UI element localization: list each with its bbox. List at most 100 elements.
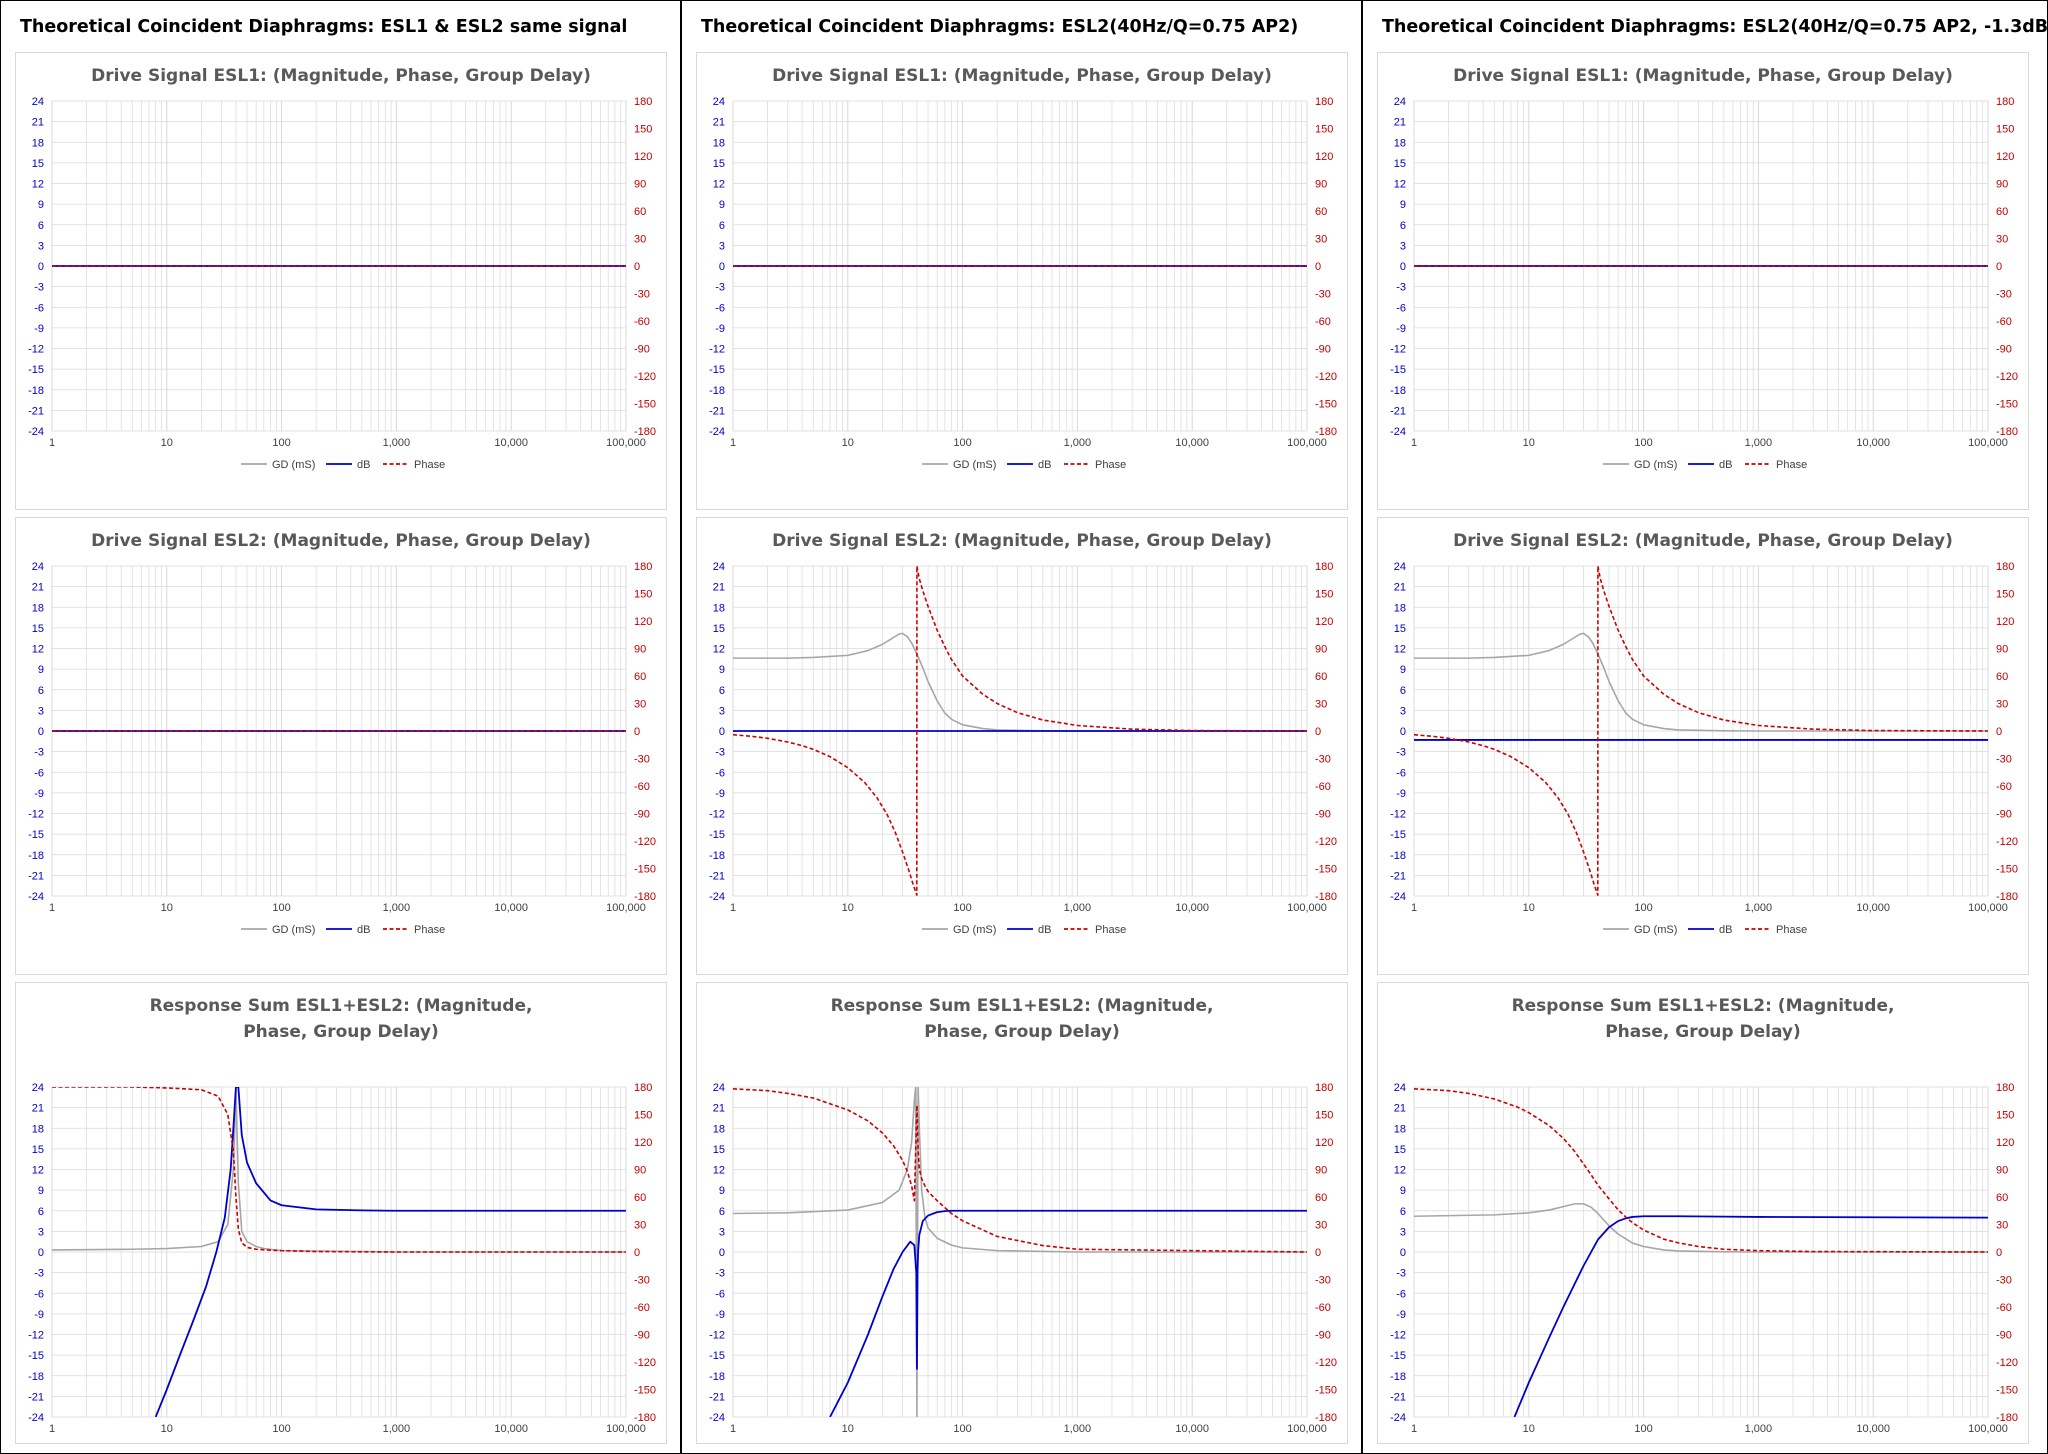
y-right-tick-label: 90 bbox=[1996, 1165, 2008, 1177]
y-left-tick-label: 12 bbox=[713, 179, 725, 191]
series-group bbox=[733, 566, 1307, 896]
y-left-tick-label: -6 bbox=[1396, 767, 1406, 779]
y-left-tick-label: -21 bbox=[709, 870, 725, 882]
y-right-tick-label: 60 bbox=[1996, 1192, 2008, 1204]
y-left-tick-label: 24 bbox=[32, 96, 44, 108]
y-left-tick-label: 0 bbox=[1400, 261, 1406, 273]
gd-series-line bbox=[733, 1087, 1307, 1417]
y-left-tick-label: 3 bbox=[719, 240, 725, 252]
y-left-tick-label: -3 bbox=[34, 282, 44, 294]
y-right-tick-label: -90 bbox=[1315, 344, 1331, 356]
x-tick-label: 100 bbox=[272, 1423, 290, 1435]
y-left-tick-label: -18 bbox=[709, 1371, 725, 1383]
legend: GD (mS) dB Phase bbox=[241, 924, 445, 936]
y-right-tick-label: 150 bbox=[1315, 1110, 1333, 1122]
y-left-tick-label: 6 bbox=[38, 1206, 44, 1218]
legend-label: GD (mS) bbox=[953, 459, 996, 471]
phase-series-line bbox=[52, 1087, 626, 1253]
legend-label: Phase bbox=[414, 924, 445, 936]
y-right-tick-label: -180 bbox=[634, 1412, 656, 1424]
y-left-tick-label: 0 bbox=[719, 261, 725, 273]
y-right-tick-label: 180 bbox=[1315, 1082, 1333, 1094]
x-tick-label: 100 bbox=[953, 1423, 971, 1435]
x-tick-label: 1 bbox=[1411, 1423, 1417, 1435]
y-left-tick-label: 12 bbox=[32, 1165, 44, 1177]
chart-svg: 24211815129630-3-6-9-12-15-18-21-2418015… bbox=[1390, 561, 2018, 936]
y-left-tick-label: -24 bbox=[709, 426, 725, 438]
x-tick-label: 100,000 bbox=[1968, 1423, 2008, 1435]
y-right-tick-label: -30 bbox=[1315, 754, 1331, 766]
y-left-tick-label: 18 bbox=[713, 137, 725, 149]
y-right-tick-label: 120 bbox=[634, 1137, 652, 1149]
y-right-tick-label: 180 bbox=[1315, 561, 1333, 573]
y-left-tick-label: 0 bbox=[38, 726, 44, 738]
legend: GD (mS) dB Phase bbox=[1603, 924, 1807, 936]
y-left-tick-label: 24 bbox=[1394, 561, 1406, 573]
column-title: Theoretical Coincident Diaphragms: ESL2(… bbox=[1382, 17, 2048, 37]
y-left-tick-label: -24 bbox=[28, 891, 44, 903]
y-right-tick-label: -60 bbox=[1996, 316, 2012, 328]
x-tick-label: 1 bbox=[730, 902, 736, 914]
chart-title: Drive Signal ESL2: (Magnitude, Phase, Gr… bbox=[1453, 531, 1953, 551]
y-left-tick-label: -21 bbox=[28, 405, 44, 417]
y-right-tick-label: -90 bbox=[1996, 344, 2012, 356]
y-left-tick-label: 21 bbox=[32, 1103, 44, 1115]
y-right-tick-label: -120 bbox=[634, 836, 656, 848]
chart-panel: Response Sum ESL1+ESL2: (Magnitude, Phas… bbox=[696, 982, 1348, 1444]
series-group bbox=[52, 1087, 626, 1417]
y-left-tick-label: -6 bbox=[34, 767, 44, 779]
y-left-tick-label: 24 bbox=[32, 561, 44, 573]
y-right-tick-label: -150 bbox=[634, 399, 656, 411]
gd-series-line bbox=[52, 1087, 626, 1253]
y-left-tick-label: 0 bbox=[38, 1247, 44, 1259]
legend-label: GD (mS) bbox=[953, 924, 996, 936]
y-right-tick-label: 60 bbox=[634, 206, 646, 218]
y-right-tick-label: 0 bbox=[634, 261, 640, 273]
series-group bbox=[1414, 1088, 1988, 1417]
y-left-tick-label: -18 bbox=[1390, 1371, 1406, 1383]
y-left-tick-label: -9 bbox=[1396, 1309, 1406, 1321]
y-right-tick-label: -90 bbox=[1996, 809, 2012, 821]
chart-panel: Response Sum ESL1+ESL2: (Magnitude, Phas… bbox=[15, 982, 667, 1444]
y-left-tick-label: -18 bbox=[709, 850, 725, 862]
y-right-tick-label: 150 bbox=[1996, 589, 2014, 601]
y-right-tick-label: -30 bbox=[1315, 289, 1331, 301]
x-tick-label: 100,000 bbox=[1968, 437, 2008, 449]
y-right-tick-label: -30 bbox=[1996, 1275, 2012, 1287]
legend: GD (mS) dB Phase bbox=[241, 459, 445, 471]
y-left-tick-label: -24 bbox=[1390, 1412, 1406, 1424]
y-left-tick-label: -12 bbox=[709, 809, 725, 821]
y-right-tick-label: 30 bbox=[634, 1220, 646, 1232]
y-left-tick-label: 3 bbox=[719, 1226, 725, 1238]
x-tick-label: 10 bbox=[1523, 902, 1535, 914]
y-left-tick-label: -15 bbox=[709, 364, 725, 376]
y-left-tick-label: -9 bbox=[34, 1309, 44, 1321]
y-right-tick-label: 150 bbox=[1315, 589, 1333, 601]
y-right-tick-label: 150 bbox=[634, 589, 652, 601]
y-left-tick-label: 9 bbox=[719, 1185, 725, 1197]
y-left-tick-label: -12 bbox=[28, 1330, 44, 1342]
y-right-tick-label: 0 bbox=[634, 726, 640, 738]
x-tick-label: 1,000 bbox=[1745, 1423, 1773, 1435]
y-right-tick-label: -120 bbox=[634, 1357, 656, 1369]
legend-label: Phase bbox=[414, 459, 445, 471]
y-right-tick-label: 30 bbox=[634, 234, 646, 246]
y-right-tick-label: -60 bbox=[1315, 316, 1331, 328]
chart-title: Drive Signal ESL1: (Magnitude, Phase, Gr… bbox=[91, 66, 591, 86]
column-title: Theoretical Coincident Diaphragms: ESL1 … bbox=[20, 17, 628, 37]
y-left-tick-label: -21 bbox=[1390, 1391, 1406, 1403]
y-left-tick-label: 9 bbox=[1400, 199, 1406, 211]
y-right-tick-label: 90 bbox=[1315, 644, 1327, 656]
y-left-tick-label: 3 bbox=[719, 705, 725, 717]
x-tick-label: 10 bbox=[161, 437, 173, 449]
y-right-tick-label: 150 bbox=[1996, 124, 2014, 136]
y-left-tick-label: 21 bbox=[713, 1103, 725, 1115]
y-left-tick-label: -12 bbox=[28, 809, 44, 821]
y-right-tick-label: 120 bbox=[1996, 1137, 2014, 1149]
column-title: Theoretical Coincident Diaphragms: ESL2(… bbox=[701, 17, 1299, 37]
chart-svg: 24211815129630-3-6-9-12-15-18-21-2418015… bbox=[1390, 96, 2018, 471]
x-tick-label: 100 bbox=[953, 902, 971, 914]
x-tick-label: 1,000 bbox=[1064, 1423, 1092, 1435]
y-right-tick-label: 120 bbox=[1315, 151, 1333, 163]
x-tick-label: 100,000 bbox=[606, 902, 646, 914]
